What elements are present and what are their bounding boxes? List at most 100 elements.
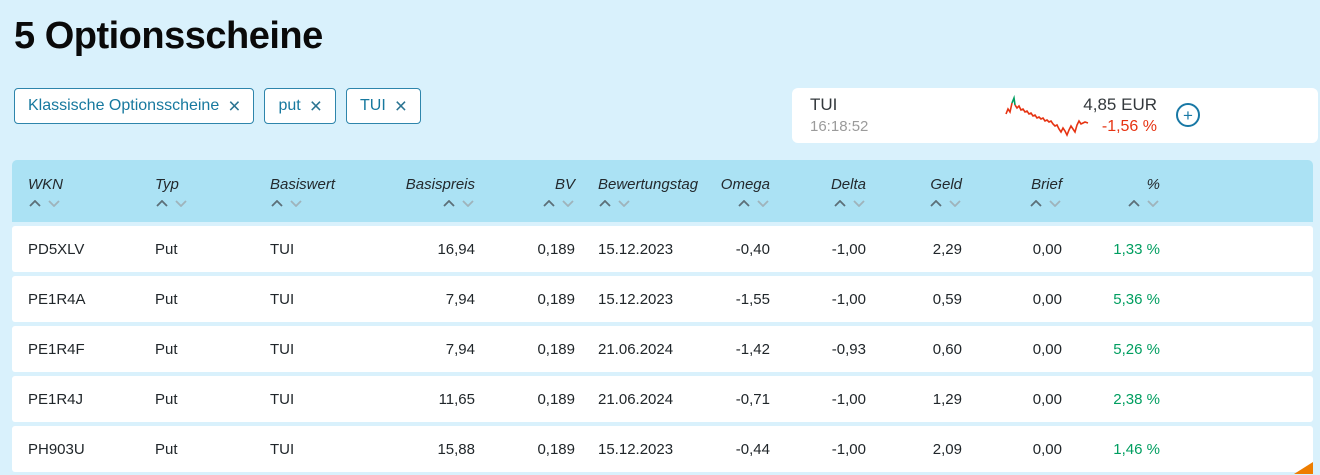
cell-bv: 0,189 [537,390,575,408]
cell-delta: -1,00 [831,240,866,258]
add-to-watchlist-button[interactable]: + [1176,103,1200,127]
cell-omega: -1,55 [735,290,770,308]
table-row[interactable]: PH903U Put TUI 15,88 0,189 15.12.2023 -0… [12,426,1313,472]
cell-spacer [1160,376,1313,422]
column-header-basiswert: Basiswert [270,160,400,222]
sort-descending-icon[interactable] [461,199,475,207]
cell-bv: 0,189 [537,240,575,258]
column-header-wkn: WKN [12,160,155,222]
table-row[interactable]: PE1R4F Put TUI 7,94 0,189 21.06.2024 -1,… [12,326,1313,372]
cell-omega: -0,71 [735,390,770,408]
cell-wkn: PE1R4J [28,390,84,408]
cell-bv: 0,189 [537,340,575,358]
quote-timestamp: 16:18:52 [810,118,869,135]
cell-basiswert: TUI [270,240,295,258]
cell-basispreis: 7,94 [445,290,475,308]
cell-basispreis: 16,94 [437,240,475,258]
cell-percent: 5,36 % [1113,290,1160,308]
cell-wkn: PE1R4A [28,290,86,308]
column-header-geld: Geld [866,160,962,222]
filter-chip-label: TUI [360,97,386,114]
price-sparkline-chart [1005,94,1089,137]
sort-ascending-icon[interactable] [929,199,943,207]
column-header-bv: BV [475,160,575,222]
cell-bewertungstag: 21.06.2024 [598,390,674,408]
remove-filter-icon[interactable]: × [228,94,241,118]
sort-ascending-icon[interactable] [270,199,284,207]
filter-chip-put: put × [264,88,336,124]
sort-ascending-icon[interactable] [442,199,456,207]
column-header-percent: % [1062,160,1160,222]
sort-descending-icon[interactable] [852,199,866,207]
cell-bewertungstag: 15.12.2023 [598,290,674,308]
cell-delta: -1,00 [831,290,866,308]
cell-omega: -0,44 [735,440,770,458]
table-row[interactable]: PE1R4J Put TUI 11,65 0,189 21.06.2024 -0… [12,376,1313,422]
remove-filter-icon[interactable]: × [394,94,408,118]
cell-basispreis: 11,65 [438,390,475,408]
cell-typ: Put [155,290,178,308]
sort-ascending-icon[interactable] [155,199,169,207]
sort-ascending-icon[interactable] [28,199,42,207]
sort-descending-icon[interactable] [948,199,962,207]
column-header-delta: Delta [770,160,866,222]
table-row[interactable]: PD5XLV Put TUI 16,94 0,189 15.12.2023 -0… [12,226,1313,272]
cell-geld: 1,29 [932,390,962,408]
cell-wkn: PE1R4F [28,340,85,358]
column-header-basispreis: Basispreis [400,160,475,222]
cell-typ: Put [155,440,178,458]
cell-spacer [1160,226,1313,272]
cell-typ: Put [155,240,178,258]
filter-chip-label: put [278,97,301,114]
sort-descending-icon[interactable] [1048,199,1062,207]
sort-ascending-icon[interactable] [542,199,556,207]
cell-bewertungstag: 15.12.2023 [598,440,674,458]
cell-bewertungstag: 15.12.2023 [598,240,674,258]
page-title: 5 Optionsscheine [14,15,323,57]
sort-ascending-icon[interactable] [833,199,847,207]
table-row[interactable]: PE1R4A Put TUI 7,94 0,189 15.12.2023 -1,… [12,276,1313,322]
cell-spacer [1160,276,1313,322]
cell-percent: 1,33 % [1113,240,1160,258]
column-header-omega: Omega [705,160,770,222]
cell-brief: 0,00 [1032,290,1062,308]
sort-ascending-icon[interactable] [737,199,751,207]
cell-typ: Put [155,340,178,358]
cell-brief: 0,00 [1032,390,1062,408]
cell-basispreis: 7,94 [445,340,475,358]
cell-brief: 0,00 [1032,340,1062,358]
sort-descending-icon[interactable] [47,199,61,207]
sort-ascending-icon[interactable] [598,199,612,207]
cell-omega: -0,40 [735,240,770,258]
cell-basiswert: TUI [270,290,295,308]
cell-percent: 2,38 % [1113,390,1160,408]
cell-omega: -1,42 [735,340,770,358]
cell-geld: 0,59 [932,290,962,308]
cell-typ: Put [155,390,178,408]
table-header-row: WKN Typ Basiswert [12,160,1313,222]
cell-brief: 0,00 [1032,240,1062,258]
filter-chip-list: Klassische Optionsscheine × put × TUI × [14,88,422,124]
sort-descending-icon[interactable] [756,199,770,207]
sort-descending-icon[interactable] [174,199,188,207]
cell-spacer [1160,426,1313,472]
cell-geld: 0,60 [932,340,962,358]
quote-price: 4,85 EUR [1083,95,1157,114]
quote-instrument-name: TUI [810,95,838,114]
sort-descending-icon[interactable] [1146,199,1160,207]
sort-descending-icon[interactable] [289,199,303,207]
cell-bewertungstag: 21.06.2024 [598,340,674,358]
cell-percent: 5,26 % [1113,340,1160,358]
cell-bv: 0,189 [537,290,575,308]
sort-descending-icon[interactable] [561,199,575,207]
remove-filter-icon[interactable]: × [309,94,322,118]
filter-chip-tui: TUI × [346,88,422,124]
sort-ascending-icon[interactable] [1127,199,1141,207]
cell-basiswert: TUI [270,390,295,408]
cell-delta: -1,00 [831,440,866,458]
column-header-spacer [1160,160,1313,222]
sort-ascending-icon[interactable] [1029,199,1043,207]
column-header-brief: Brief [962,160,1062,222]
sort-descending-icon[interactable] [617,199,631,207]
column-header-bewertungstag: Bewertungstag [575,160,705,222]
